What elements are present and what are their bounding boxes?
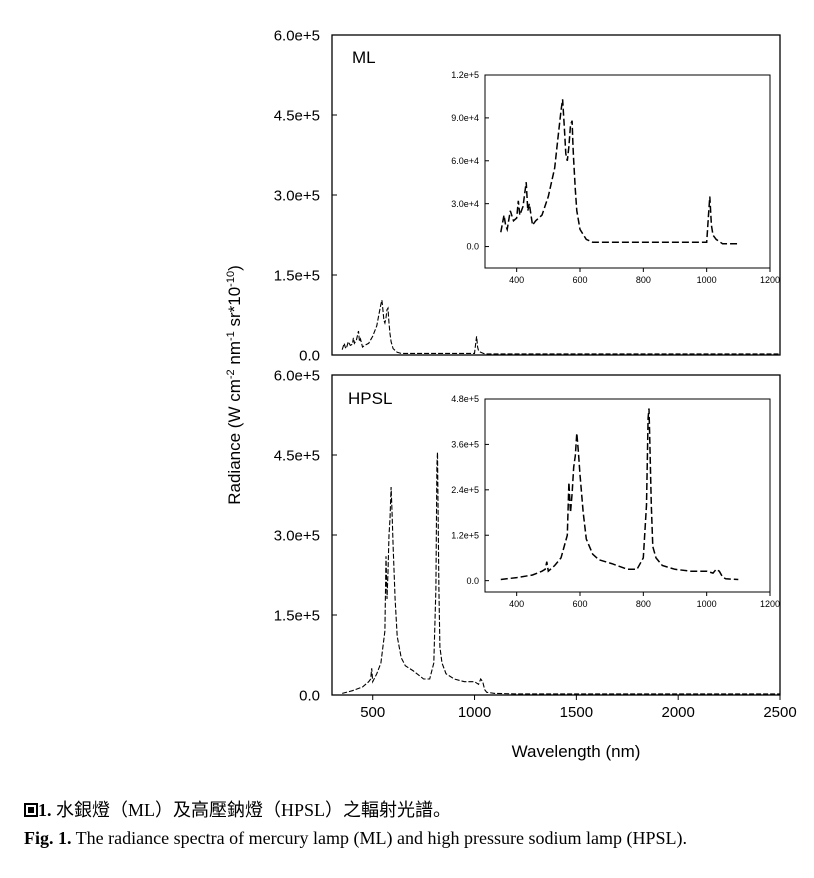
caption-chinese: 1. 水銀燈（ML）及高壓鈉燈（HPSL）之輻射光譜。 (24, 796, 451, 822)
x-axis-label: Wavelength (nm) (512, 742, 641, 761)
x-tick-label: 800 (636, 599, 651, 609)
y-tick-label: 0.0 (299, 687, 320, 704)
y-tick-label: 6.0e+5 (274, 367, 320, 384)
y-tick-label: 4.5e+5 (274, 107, 320, 124)
caption-english-prefix: Fig. 1. (24, 828, 72, 848)
caption-english-text: The radiance spectra of mercury lamp (ML… (71, 828, 687, 848)
y-tick-label: 0.0 (466, 242, 479, 252)
x-tick-label: 500 (360, 704, 385, 721)
caption-english: Fig. 1. The radiance spectra of mercury … (24, 828, 687, 849)
y-tick-label: 3.0e+4 (451, 199, 479, 209)
y-tick-label: 6.0e+4 (451, 156, 479, 166)
series-line (341, 299, 780, 355)
y-tick-label: 0.0 (299, 347, 320, 364)
series-line (500, 99, 739, 245)
y-tick-label: 3.0e+5 (274, 187, 320, 204)
plot-frame (484, 74, 771, 269)
caption-chinese-number: 1. (38, 800, 52, 820)
y-tick-label: 1.2e+5 (451, 530, 479, 540)
series-line (342, 452, 780, 695)
y-tick-label: 2.4e+5 (451, 485, 479, 495)
x-tick-label: 600 (572, 599, 587, 609)
y-tick-label: 4.5e+5 (274, 447, 320, 464)
figure-icon (24, 803, 38, 817)
x-tick-label: 1200 (760, 599, 780, 609)
y-tick-label: 3.6e+5 (451, 440, 479, 450)
y-tick-label: 1.5e+5 (274, 267, 320, 284)
chart-panel-inset-hpsl: 0.0 1.2e+5 2.4e+5 3.6e+5 4.8e+5 400 600 800 1000… (451, 394, 780, 609)
y-tick-label: 4.8e+5 (451, 394, 479, 404)
panel-label: HPSL (348, 389, 392, 408)
x-tick-label: 400 (509, 599, 524, 609)
caption-chinese-text: 水銀燈（ML）及高壓鈉燈（HPSL）之輻射光譜。 (51, 800, 452, 820)
y-tick-label: 3.0e+5 (274, 527, 320, 544)
plot-frame (484, 398, 771, 593)
y-axis-label: Radiance (W cm-2 nm-1 sr*10-10) (225, 265, 244, 505)
panel-label: ML (352, 48, 376, 67)
y-tick-label: 1.2e+5 (451, 70, 479, 80)
series-line (500, 408, 739, 581)
x-tick-label: 1000 (697, 599, 717, 609)
x-tick-label: 400 (509, 275, 524, 285)
x-tick-label: 2000 (661, 704, 694, 721)
y-tick-label: 0.0 (466, 576, 479, 586)
y-tick-label: 1.5e+5 (274, 607, 320, 624)
chart-panel-inset-ml: 0.0 3.0e+4 6.0e+4 9.0e+4 1.2e+5 400 600 800 1000… (451, 70, 780, 285)
x-tick-label: 600 (572, 275, 587, 285)
y-tick-label: 9.0e+4 (451, 113, 479, 123)
x-tick-label: 1500 (560, 704, 593, 721)
x-tick-label: 1200 (760, 275, 780, 285)
x-tick-label: 1000 (458, 704, 491, 721)
x-tick-label: 1000 (697, 275, 717, 285)
x-tick-label: 800 (636, 275, 651, 285)
figure: Radiance (W cm-2 nm-1 sr*10-10) 0.0 1.5e+… (225, 27, 797, 761)
x-tick-label: 2500 (763, 704, 796, 721)
y-tick-label: 6.0e+5 (274, 27, 320, 44)
